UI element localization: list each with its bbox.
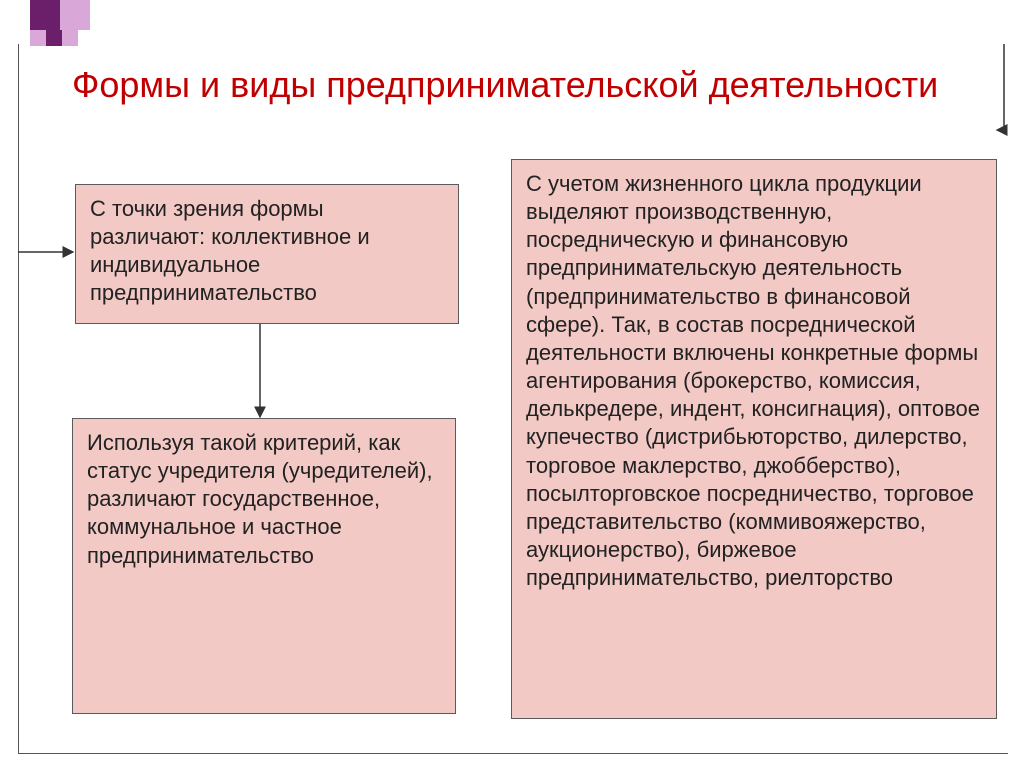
- slide-title: Формы и виды предпринимательской деятель…: [72, 62, 952, 107]
- decor-square: [30, 0, 60, 30]
- decor-square: [60, 0, 90, 30]
- box-founder-status-text: Используя такой критерий, как статус учр…: [87, 430, 433, 568]
- box-forms-text: С точки зрения формы различают: коллекти…: [90, 196, 370, 305]
- box-lifecycle-text: С учетом жизненного цикла продукции выде…: [526, 171, 980, 590]
- box-forms: С точки зрения формы различают: коллекти…: [75, 184, 459, 324]
- box-lifecycle: С учетом жизненного цикла продукции выде…: [511, 159, 997, 719]
- box-founder-status: Используя такой критерий, как статус учр…: [72, 418, 456, 714]
